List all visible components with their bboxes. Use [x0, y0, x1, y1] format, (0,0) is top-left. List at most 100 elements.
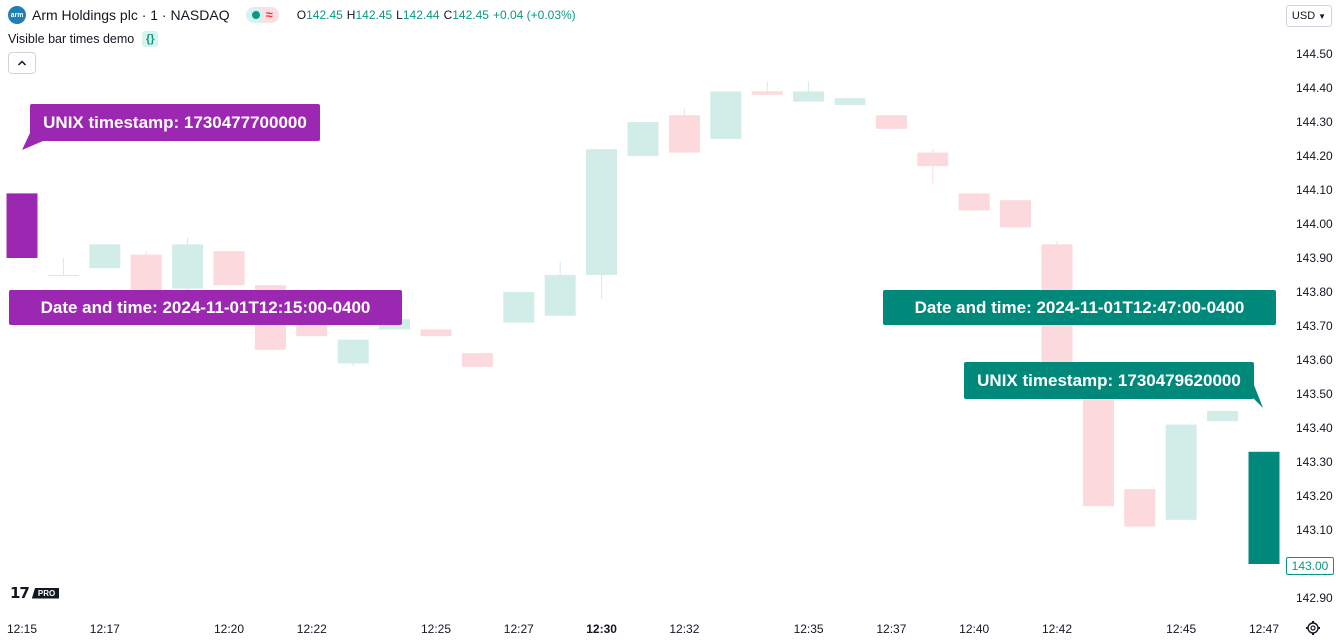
candle-body [461, 353, 493, 367]
ohlc-close: 142.45 [452, 8, 489, 22]
candle[interactable] [337, 339, 369, 367]
candle[interactable] [130, 251, 162, 292]
candle[interactable] [172, 237, 204, 292]
candle-body [1124, 489, 1156, 527]
pro-badge: PRO [31, 587, 60, 599]
candle-body [1165, 424, 1197, 520]
price-tick-label: 144.40 [1296, 81, 1333, 95]
collapse-legend-button[interactable] [8, 52, 36, 74]
indicator-legend[interactable]: Visible bar times demo {} [8, 30, 159, 48]
candle[interactable] [668, 108, 700, 153]
last-price-tag: 143.00 [1286, 557, 1334, 575]
candle[interactable] [586, 149, 618, 299]
candle-body [89, 244, 121, 269]
ohlc-open-key: O [296, 8, 307, 22]
candle[interactable] [461, 353, 493, 367]
candle[interactable] [1248, 451, 1280, 564]
candle-body [503, 292, 535, 323]
candle-body [668, 115, 700, 153]
candle-body [586, 149, 618, 275]
candle-body [544, 275, 576, 316]
market-status-pill[interactable]: ≈ [245, 7, 279, 23]
candle-body [6, 193, 38, 258]
candle[interactable] [958, 193, 990, 211]
symbol-title[interactable]: Arm Holdings plc · 1 · NASDAQ [32, 7, 230, 23]
candle[interactable] [710, 91, 742, 139]
price-tick-label: 143.90 [1296, 251, 1333, 265]
candle-body [917, 152, 949, 167]
candle-body [420, 329, 452, 337]
candle-body [1207, 411, 1239, 422]
arm-logo-icon[interactable]: arm [8, 6, 26, 24]
price-tick-label: 144.20 [1296, 149, 1333, 163]
candle-body [1082, 397, 1114, 507]
time-tick-label: 12:22 [297, 622, 327, 636]
right-datetime-label: Date and time: 2024-11-01T12:47:00-0400 [883, 290, 1276, 325]
candle[interactable] [6, 193, 38, 258]
candle[interactable] [47, 258, 79, 276]
currency-value: USD [1291, 10, 1316, 22]
time-tick-label: 12:47 [1249, 622, 1279, 636]
price-tick-label: 143.70 [1296, 319, 1333, 333]
candle[interactable] [1124, 489, 1156, 527]
candle[interactable] [503, 292, 535, 323]
candle-body [875, 115, 907, 129]
candle-body [834, 98, 866, 105]
candle-body [710, 91, 742, 139]
candle[interactable] [793, 81, 825, 102]
price-tick-label: 144.30 [1296, 115, 1333, 129]
price-axis[interactable]: 144.50 144.40 144.30 144.20 144.10 144.00 143.… [1296, 47, 1333, 605]
indicator-name[interactable]: Visible bar times demo [8, 32, 135, 46]
time-tick-label: 12:42 [1042, 622, 1072, 636]
ohlc-values: O142.45 H142.45 L142.44 C142.45 +0.04 (+… [297, 8, 576, 22]
market-open-dot-icon [251, 11, 260, 19]
candle[interactable] [627, 122, 659, 156]
delayed-data-icon: ≈ [265, 7, 273, 22]
candle-body [47, 275, 79, 276]
candle-body [751, 91, 783, 95]
ohlc-change: +0.04 (+0.03%) [492, 8, 576, 22]
ohlc-high-key: H [346, 8, 356, 22]
tradingview-mark-icon: 17 [10, 584, 30, 602]
time-tick-label: 12:27 [504, 622, 534, 636]
candle-body [172, 244, 204, 289]
time-axis[interactable]: 12:15 12:17 12:20 12:22 12:25 12:27 12:30 12:32… [7, 622, 1279, 636]
ohlc-low-key: L [396, 8, 403, 22]
source-code-icon[interactable]: {} [142, 31, 159, 47]
candle[interactable] [1000, 200, 1032, 228]
time-tick-label: 12:25 [421, 622, 451, 636]
candle[interactable] [420, 329, 452, 337]
candle[interactable] [213, 251, 245, 286]
time-tick-label: 12:37 [876, 622, 906, 636]
candle[interactable] [875, 115, 907, 129]
left-datetime-label: Date and time: 2024-11-01T12:15:00-0400 [9, 290, 402, 325]
price-tick-label: 143.20 [1296, 489, 1333, 503]
price-tick-label: 143.50 [1296, 387, 1333, 401]
candle[interactable] [1165, 424, 1197, 520]
candle-body [130, 254, 162, 292]
symbol-header: arm Arm Holdings plc · 1 · NASDAQ ≈ O 142… [8, 5, 576, 25]
candle[interactable] [89, 244, 121, 269]
time-tick-label: 12:20 [214, 622, 244, 636]
price-tick-label: 143.10 [1296, 523, 1333, 537]
candle[interactable] [751, 81, 783, 95]
price-tick-label: 144.50 [1296, 47, 1333, 61]
tradingview-logo[interactable]: 17 PRO [10, 584, 60, 602]
price-tick-label: 143.30 [1296, 455, 1333, 469]
chevron-up-icon [17, 60, 27, 66]
candle-body [1248, 451, 1280, 564]
candle[interactable] [834, 98, 866, 105]
candle-body [1000, 200, 1032, 228]
currency-selector[interactable]: USD ▼ [1286, 5, 1332, 27]
candle[interactable] [544, 261, 576, 316]
candle[interactable] [1207, 411, 1239, 422]
time-tick-label: 12:15 [7, 622, 37, 636]
candle[interactable] [917, 149, 949, 184]
candle[interactable] [1082, 397, 1114, 507]
price-tick-label: 143.60 [1296, 353, 1333, 367]
settings-gear-icon[interactable] [1305, 620, 1321, 636]
price-tick-label: 142.90 [1296, 591, 1333, 605]
price-tick-label: 144.00 [1296, 217, 1333, 231]
candle-body [958, 193, 990, 211]
time-tick-label: 12:45 [1166, 622, 1196, 636]
